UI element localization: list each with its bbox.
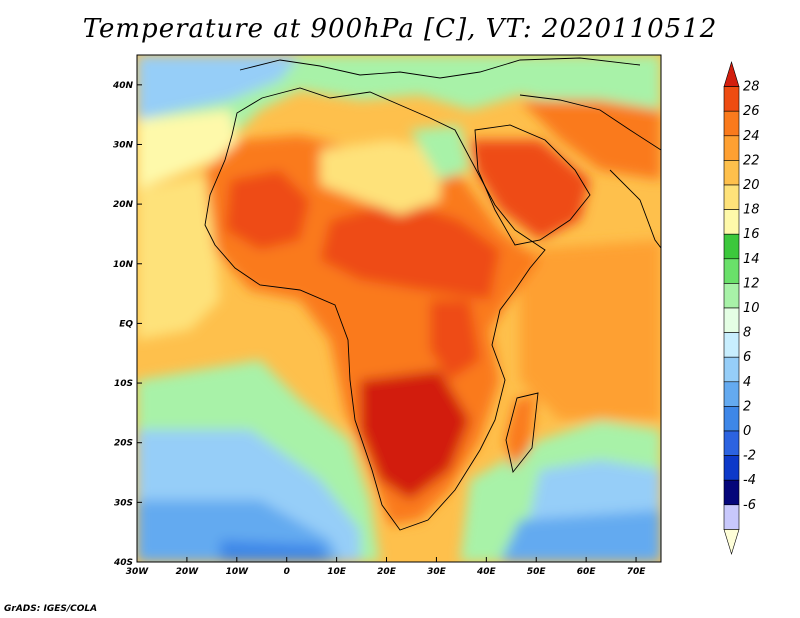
colorbar-swatch [723, 455, 740, 481]
lat-tick-label: 40S [113, 558, 133, 568]
colorbar-label: 14 [743, 252, 760, 267]
latitude-ticks: 40N 30N 20N 10N EQ 10S 20S 30S 40S [112, 81, 142, 568]
colorbar-swatch [723, 504, 740, 530]
colorbar-label: 2 [743, 399, 751, 414]
lat-tick-label: 20S [114, 439, 133, 449]
asia-coastline [519, 94, 661, 151]
colorbar-swatch [723, 258, 740, 284]
colorbar-swatch [723, 430, 740, 456]
lat-tick-label: EQ [119, 319, 133, 329]
lat-tick-label: 10S [114, 379, 133, 389]
colorbar-label: 8 [743, 326, 751, 341]
colorbar-label: 16 [743, 227, 760, 242]
europe-coastline [239, 57, 641, 79]
colorbar-label: -6 [743, 498, 756, 513]
india-coastline [609, 169, 661, 249]
lon-tick-label: 40E [476, 567, 497, 577]
lon-tick-label: 0 [284, 567, 290, 577]
africa-coastline [204, 87, 546, 531]
credit-label: GrADS: IGES/COLA [4, 604, 98, 614]
colorbar-label: 24 [743, 129, 760, 144]
colorbar-swatch [723, 209, 740, 235]
colorbar-label: 6 [743, 350, 751, 365]
colorbar-swatch [723, 307, 740, 333]
colorbar-swatch [723, 160, 740, 186]
colorbar-label: 26 [743, 104, 760, 119]
colorbar-swatch [723, 529, 740, 556]
lon-tick-label: 10E [327, 567, 347, 577]
colorbar-swatch [723, 60, 740, 87]
colorbar-swatch [723, 283, 740, 309]
lon-tick-label: 20W [176, 567, 200, 577]
lat-tick-label: 30N [113, 140, 134, 150]
colorbar-swatch [723, 233, 740, 260]
lon-tick-label: 60E [577, 567, 597, 577]
arabia-coastline [474, 124, 591, 246]
lon-tick-label: 20E [377, 567, 397, 577]
colorbar-swatch [723, 135, 740, 161]
lon-tick-label: 30W [126, 567, 150, 577]
coastlines [204, 57, 661, 531]
lon-tick-label: 50E [527, 567, 547, 577]
colorbar-swatch [723, 184, 740, 210]
map-frame [136, 54, 662, 563]
colorbar-swatch [723, 479, 740, 506]
colorbar-label: 18 [743, 203, 760, 218]
lat-tick-label: 20N [113, 200, 134, 210]
temperature-field [137, 55, 661, 562]
lat-tick-label: 10N [113, 260, 134, 270]
colorbar-label: 28 [743, 80, 760, 95]
longitude-ticks: 30W 20W 10W 0 10E 20E 30E 40E 50E 60E 70E [126, 557, 646, 577]
colorbar-label: 0 [743, 424, 751, 439]
madagascar-coastline [505, 392, 539, 474]
colorbar-label: 12 [743, 276, 760, 291]
lon-tick-label: 70E [627, 567, 647, 577]
lat-tick-label: 40N [112, 81, 134, 91]
colorbar-label: 4 [743, 375, 751, 390]
colorbar-swatch [723, 406, 740, 432]
colorbar-label: 10 [743, 301, 760, 316]
colorbar-swatch [723, 86, 740, 112]
colorbar-label: -2 [743, 449, 756, 464]
colorbar-label: -4 [743, 473, 756, 488]
colorbar-swatch [723, 110, 740, 137]
colorbar-swatch [723, 332, 740, 358]
map-title: Temperature at 900hPa [C], VT: 202011051… [82, 14, 718, 44]
lat-tick-label: 30S [114, 498, 133, 508]
colorbar-label: 20 [743, 178, 760, 193]
lon-tick-label: 10W [226, 567, 250, 577]
colorbar-label: 22 [743, 153, 760, 168]
colorbar-swatch [723, 381, 740, 407]
lon-tick-label: 30E [427, 567, 447, 577]
colorbar-swatch [723, 356, 740, 383]
